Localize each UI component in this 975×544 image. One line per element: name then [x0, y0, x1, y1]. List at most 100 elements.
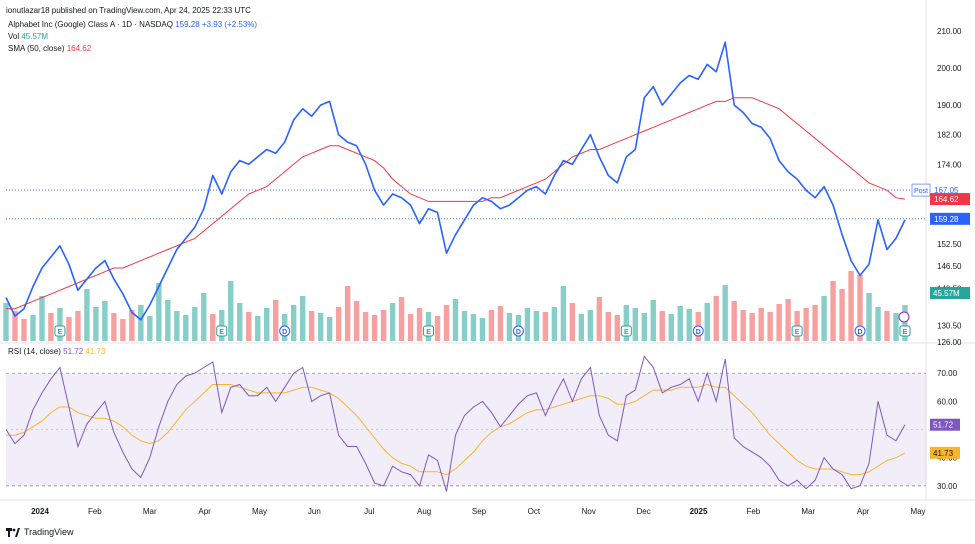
volume-bar	[237, 303, 243, 341]
volume-bar	[659, 311, 665, 341]
volume-bar	[785, 299, 791, 341]
volume-axis-box	[930, 287, 970, 299]
rsi-ma-value-label: 41.73	[933, 449, 954, 458]
x-tick-label: 2024	[31, 507, 49, 516]
price-tick-label: 152.50	[937, 240, 962, 249]
volume-bar	[650, 300, 656, 341]
price-change: +3.93 (+2.53%)	[201, 20, 258, 29]
volume-bar	[326, 317, 333, 341]
price-tick-label: 146.50	[937, 262, 962, 271]
price-tick-label: 190.00	[937, 101, 962, 110]
tradingview-logo-icon	[6, 527, 20, 537]
volume-bar	[668, 314, 674, 341]
x-tick-label: Mar	[143, 507, 157, 516]
volume-bar	[839, 289, 845, 341]
dividend-marker-icon	[279, 325, 291, 337]
volume-bar	[758, 308, 764, 341]
sma-legend[interactable]: SMA (50, close) 164.62	[8, 44, 91, 53]
volume-bar	[470, 314, 477, 341]
volume-bar	[587, 310, 594, 341]
rsi-value: 51.72	[63, 347, 84, 356]
volume-bar	[273, 300, 279, 341]
post-tag-box	[911, 183, 931, 197]
volume-bar	[623, 305, 630, 341]
volume-bar	[371, 315, 378, 341]
event-marker-letter: E	[624, 329, 629, 336]
volume-value: 45.57M	[21, 32, 49, 41]
volume-bar	[902, 305, 908, 341]
alert-icon	[898, 311, 910, 323]
grid-layer	[0, 0, 975, 501]
volume-bar	[497, 306, 504, 341]
volume-bar	[147, 316, 153, 341]
price-tick-label: 182.00	[937, 131, 962, 140]
volume-bar	[866, 293, 872, 341]
volume-bar	[39, 296, 45, 341]
volume-bar	[641, 313, 647, 341]
volume-bar	[686, 309, 692, 341]
volume-bar	[138, 305, 144, 341]
rsi-legend[interactable]: RSI (14, close) 51.72 41.73	[8, 347, 105, 356]
volume-bar	[722, 285, 728, 341]
volume-bar	[264, 308, 270, 341]
volume-bar	[731, 301, 737, 341]
footer-brand[interactable]: TradingView	[6, 527, 74, 537]
event-marker-letter: D	[858, 329, 863, 336]
rsi-label: RSI (14, close)	[8, 347, 61, 356]
volume-bar	[767, 312, 773, 341]
volume-bar	[192, 307, 198, 341]
price-tick-label: 126.00	[937, 338, 962, 347]
x-tick-label: Jul	[364, 507, 374, 516]
rsi-layer	[5, 355, 926, 492]
price-tick-label: 174.00	[937, 160, 962, 169]
volume-bar	[704, 303, 710, 341]
x-tick-label: Apr	[857, 507, 870, 516]
symbol-legend[interactable]: Alphabet Inc (Google) Class A · 1D · NAS…	[8, 20, 257, 29]
earnings-marker-icon	[54, 325, 66, 337]
volume-bar	[129, 310, 135, 341]
last-price: 159.28	[175, 20, 200, 29]
volume-axis-label: 45.57M	[933, 289, 960, 298]
dividend-marker-icon	[512, 325, 524, 337]
volume-bar	[740, 310, 746, 341]
volume-bar	[93, 307, 99, 341]
volume-bar	[542, 312, 549, 341]
volume-bar	[389, 303, 396, 341]
volume-bar	[830, 281, 836, 341]
volume-bar	[75, 311, 81, 341]
volume-bar	[398, 297, 405, 341]
volume-bar	[848, 271, 854, 341]
volume-bar	[246, 312, 252, 341]
volume-bar	[614, 315, 621, 341]
volume-bar	[353, 301, 360, 341]
earnings-marker-icon	[620, 325, 632, 337]
x-tick-label: Sep	[472, 507, 487, 516]
volume-bar	[884, 311, 890, 341]
sma-line	[6, 97, 906, 310]
event-marker-letter: D	[282, 329, 287, 336]
volume-bar	[174, 311, 180, 341]
x-tick-label: May	[910, 507, 925, 516]
volume-label: Vol	[8, 32, 20, 41]
sma-price-box	[930, 193, 970, 206]
volume-bar	[578, 314, 585, 341]
event-marker-letter: E	[219, 329, 224, 336]
volume-bar	[111, 313, 117, 341]
volume-bar	[228, 281, 234, 341]
volume-bar	[84, 289, 90, 341]
volume-bar	[821, 296, 827, 341]
x-tick-label: 2025	[690, 507, 708, 516]
publisher-header: ionutlazar18 published on TradingView.co…	[6, 6, 251, 15]
volume-bar	[30, 315, 36, 341]
volume-bar	[66, 317, 72, 341]
volume-legend[interactable]: Vol 45.57M	[8, 32, 48, 41]
volume-bar	[461, 311, 468, 341]
brand-name: TradingView	[24, 527, 74, 537]
volume-bar	[407, 314, 414, 341]
volume-bar	[344, 286, 351, 341]
volume-bar	[632, 308, 638, 341]
close-price-label: 159.28	[934, 215, 959, 224]
x-tick-label: Jun	[308, 507, 321, 516]
rsi-tick-label: 30.00	[937, 482, 958, 491]
